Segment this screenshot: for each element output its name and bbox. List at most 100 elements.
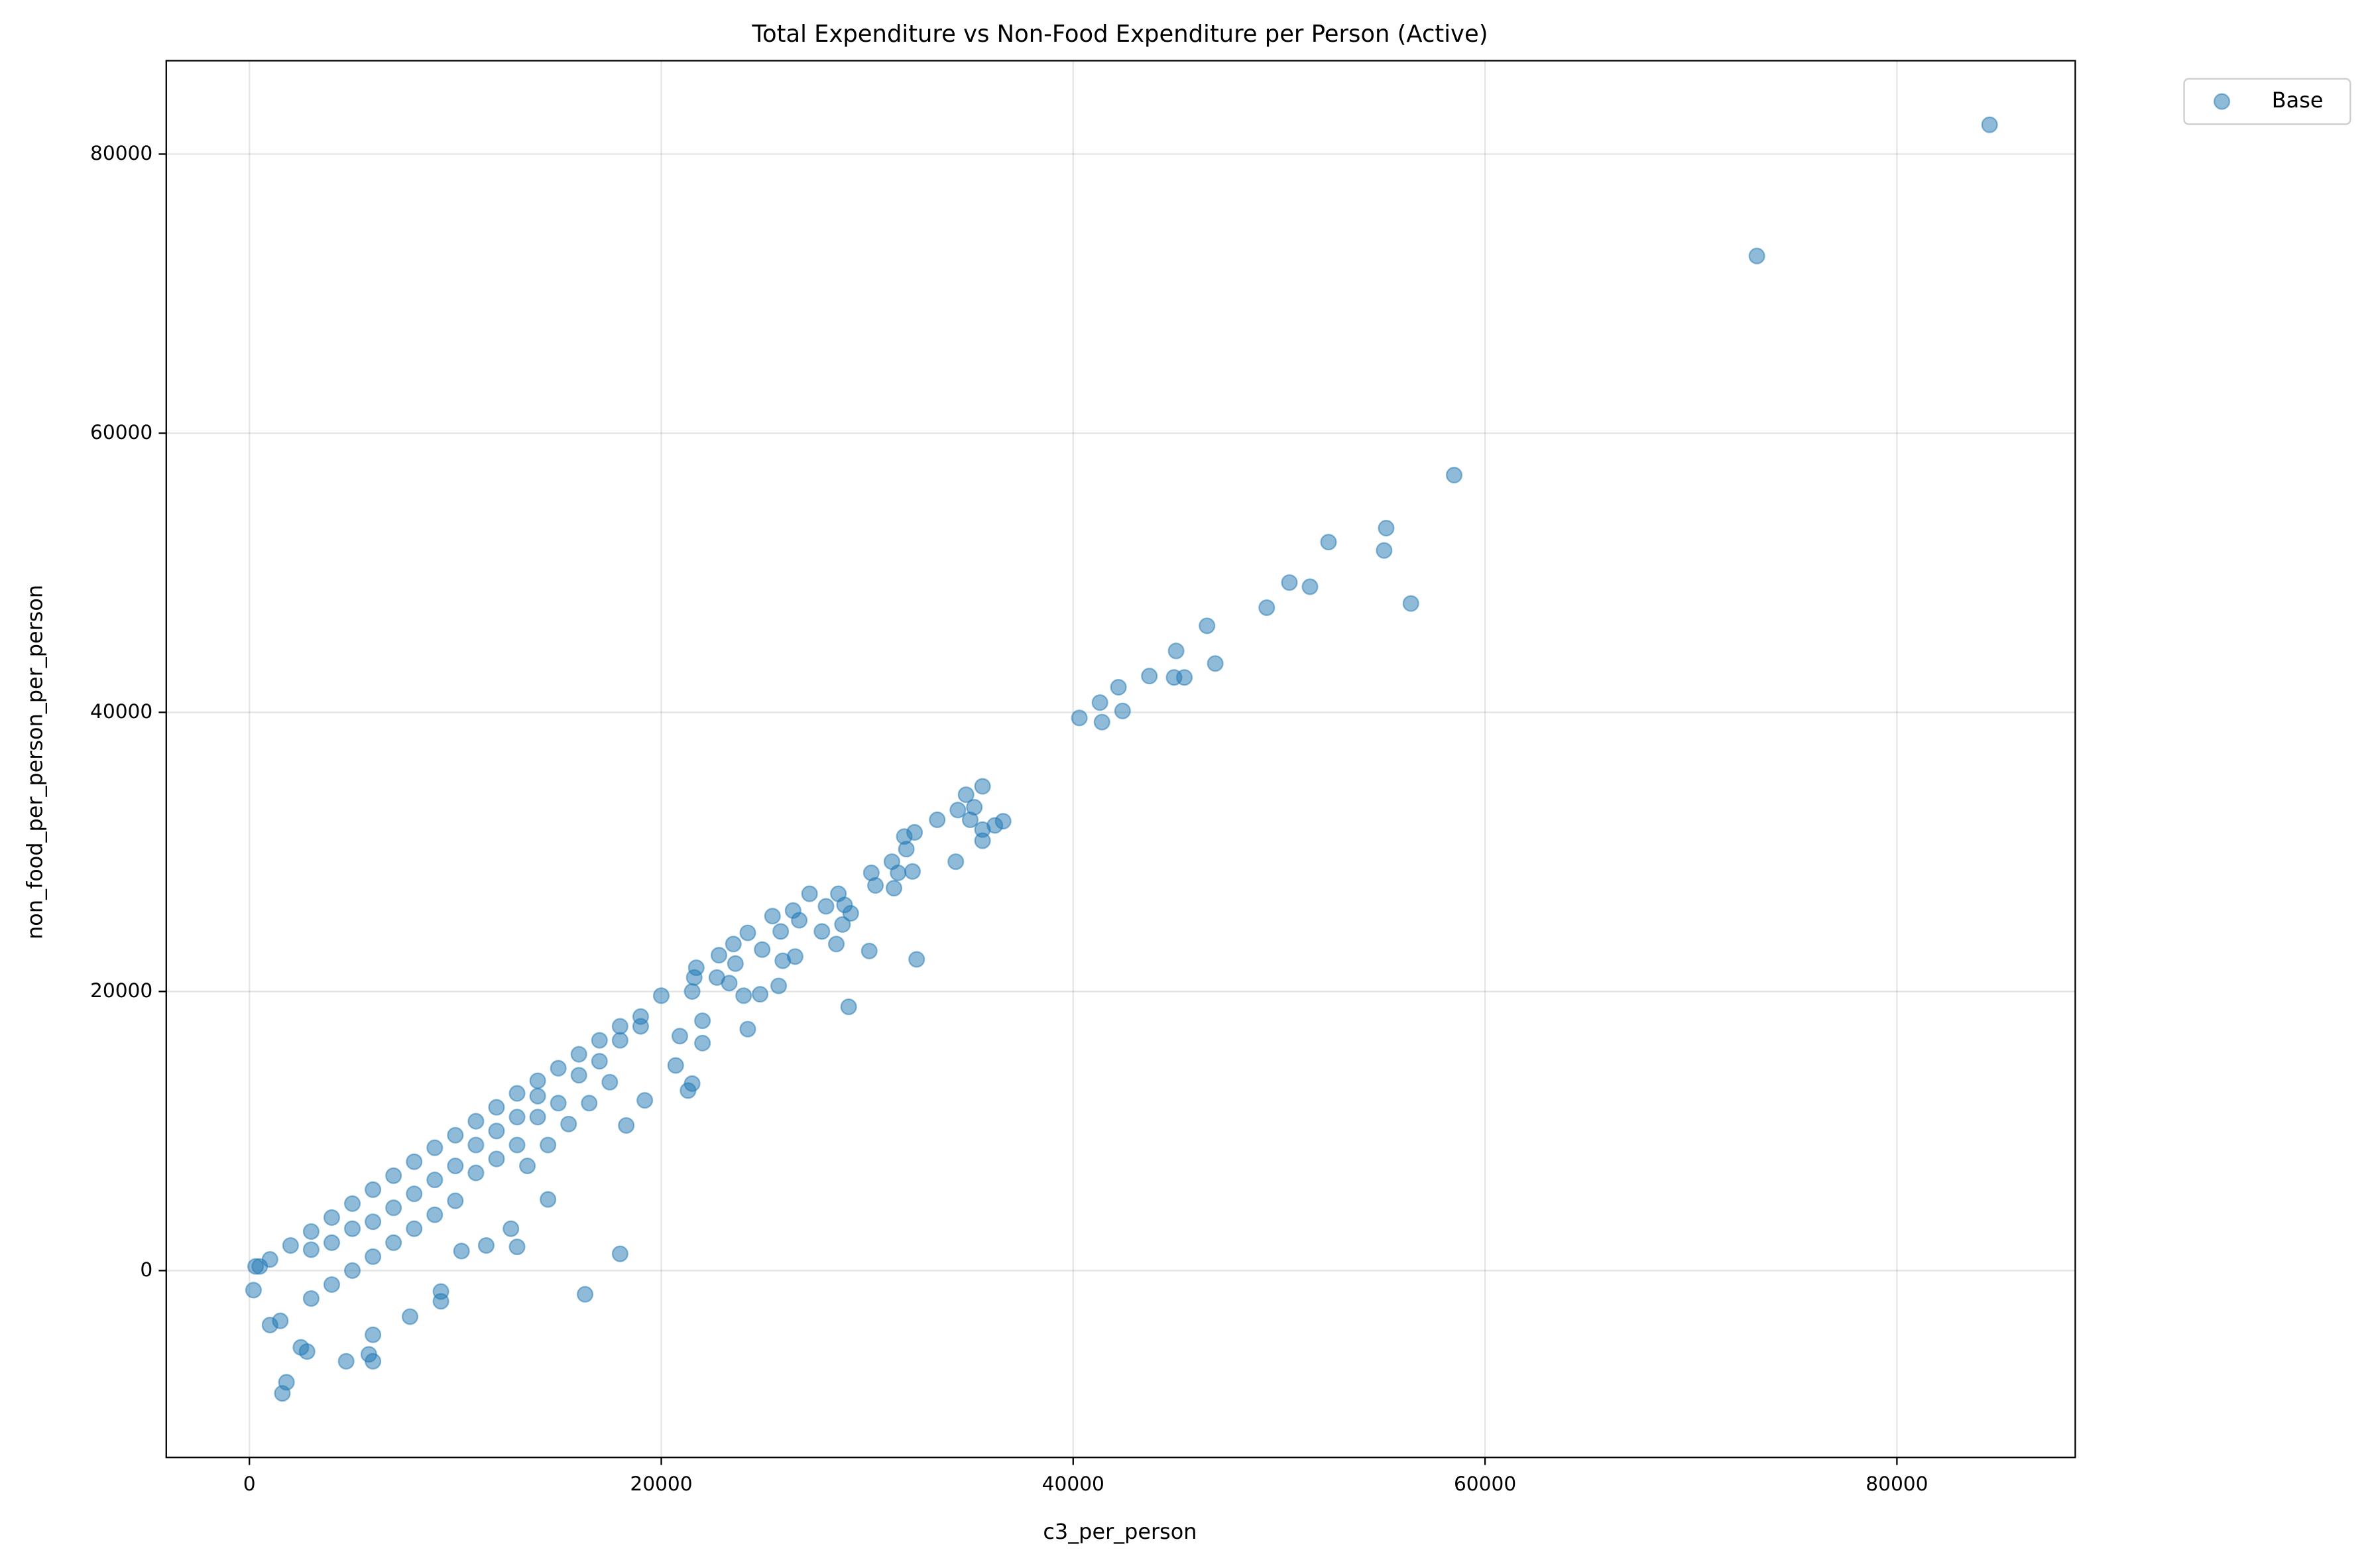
scatter-point <box>432 1293 449 1310</box>
scatter-point <box>791 912 808 929</box>
chart-title: Total Expenditure vs Non-Food Expenditur… <box>751 21 1488 48</box>
scatter-point <box>680 1082 697 1099</box>
scatter-point <box>974 832 991 849</box>
scatter-point <box>1378 520 1395 537</box>
scatter-point <box>817 898 835 915</box>
scatter-point <box>385 1234 402 1251</box>
scatter-point <box>529 1072 546 1089</box>
scatter-point <box>1199 617 1216 634</box>
scatter-point <box>467 1164 485 1181</box>
scatter-point <box>292 1339 310 1356</box>
scatter-point <box>453 1242 470 1260</box>
scatter-point <box>667 1057 684 1074</box>
y-tick-label: 0 <box>140 1258 152 1281</box>
scatter-point <box>611 1032 628 1049</box>
scatter-point <box>632 1018 649 1035</box>
scatter-point <box>577 1286 594 1303</box>
scatter-point <box>282 1237 299 1254</box>
scatter-point <box>540 1136 557 1154</box>
scatter-point <box>1301 578 1319 595</box>
scatter-point <box>529 1087 546 1105</box>
scatter-point <box>447 1126 464 1144</box>
scatter-point <box>550 1095 567 1112</box>
scatter-point <box>426 1139 444 1156</box>
scatter-point <box>247 1258 265 1275</box>
scatter-point <box>365 1213 382 1231</box>
scatter-point <box>401 1308 419 1325</box>
scatter-point <box>406 1185 423 1203</box>
scatter-point <box>1281 574 1298 591</box>
x-tick-label: 80000 <box>1866 1472 1928 1495</box>
scatter-point <box>908 951 925 968</box>
scatter-point <box>343 1262 361 1279</box>
scatter-point <box>323 1276 341 1294</box>
scatter-point <box>272 1312 289 1329</box>
scatter-point <box>694 1012 711 1030</box>
y-axis-label: non_food_per_person_per_person <box>23 585 48 939</box>
scatter-point <box>323 1234 341 1251</box>
scatter-point <box>601 1073 619 1091</box>
scatter-point <box>754 941 771 958</box>
scatter-point <box>245 1282 262 1299</box>
scatter-point <box>477 1237 495 1254</box>
scatter-point <box>1748 247 1765 265</box>
y-tick-label: 40000 <box>90 699 152 723</box>
scatter-point <box>426 1206 444 1223</box>
scatter-point <box>1376 542 1393 559</box>
scatter-point <box>721 975 738 992</box>
scatter-point <box>323 1209 341 1226</box>
scatter-point <box>343 1220 361 1237</box>
scatter-point <box>752 986 769 1003</box>
y-tick-label: 80000 <box>90 141 152 164</box>
scatter-point <box>867 876 884 894</box>
scatter-point <box>898 841 915 858</box>
legend-marker <box>2214 93 2231 110</box>
scatter-point <box>426 1172 444 1189</box>
scatter-point <box>591 1032 608 1049</box>
scatter-point <box>447 1158 464 1175</box>
scatter-point <box>302 1223 320 1240</box>
scatter-point <box>904 863 921 880</box>
scatter-point <box>385 1199 402 1217</box>
scatter-point <box>974 778 991 795</box>
scatter-point <box>365 1181 382 1198</box>
scatter-point <box>1320 534 1337 551</box>
scatter-point <box>786 948 803 965</box>
scatter-point <box>906 823 923 841</box>
scatter-point <box>488 1122 505 1140</box>
scatter-point <box>274 1385 291 1402</box>
scatter-point <box>739 1020 756 1038</box>
scatter-point <box>842 905 859 922</box>
scatter-point <box>947 853 965 871</box>
scatter-point <box>467 1113 485 1130</box>
scatter-point <box>727 955 744 972</box>
scatter-point <box>503 1220 520 1237</box>
scatter-point <box>570 1046 587 1063</box>
scatter-point <box>570 1067 587 1084</box>
scatter-point <box>343 1195 361 1212</box>
x-axis-label: c3_per_person <box>1043 1519 1197 1544</box>
scatter-point <box>1445 467 1463 484</box>
scatter-point <box>519 1158 536 1175</box>
scatter-point <box>1114 702 1131 719</box>
legend-box <box>2183 78 2351 125</box>
scatter-point <box>834 916 851 933</box>
scatter-point <box>508 1136 526 1154</box>
scatter-point <box>447 1192 464 1209</box>
scatter-point <box>591 1053 608 1070</box>
scatter-point <box>739 924 756 941</box>
y-tick-label: 60000 <box>90 420 152 444</box>
scatter-point <box>1110 678 1127 696</box>
scatter-point <box>636 1092 654 1109</box>
x-tick-label: 0 <box>243 1472 256 1495</box>
scatter-point <box>813 923 831 940</box>
scatter-point <box>1071 709 1088 727</box>
scatter-point <box>1091 694 1108 711</box>
scatter-point <box>890 864 907 882</box>
scatter-point <box>1402 595 1419 612</box>
scatter-point <box>1258 599 1275 617</box>
scatter-point <box>540 1191 557 1208</box>
scatter-point <box>840 998 857 1016</box>
